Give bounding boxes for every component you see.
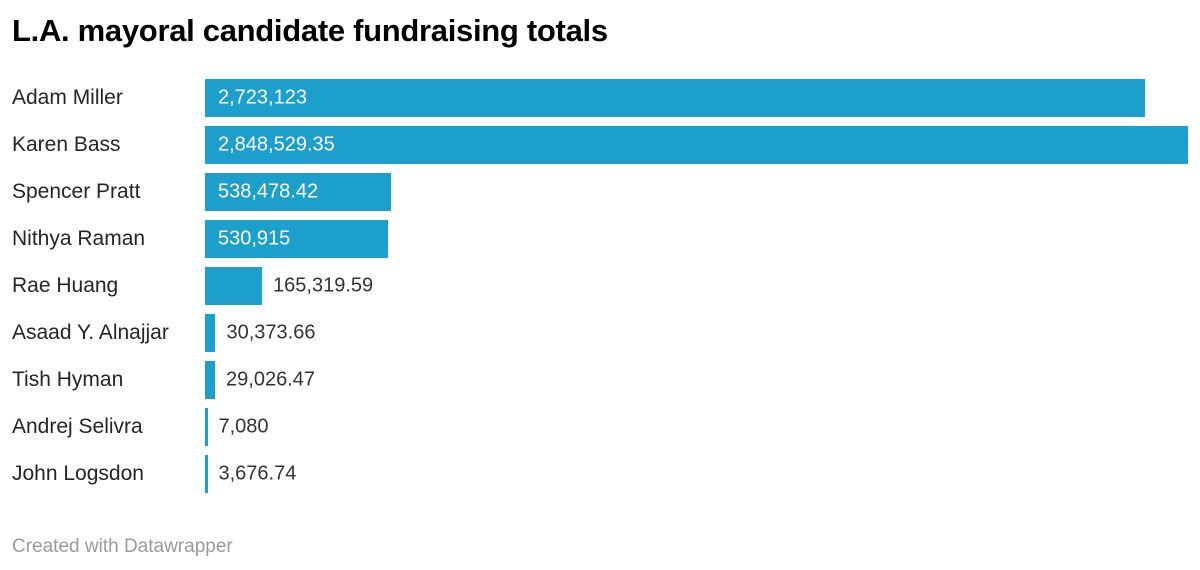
bar-chart-plot-area: Adam Miller 2,723,123 Karen Bass 2,848,5…: [12, 79, 1188, 502]
datawrapper-attribution-link[interactable]: Created with Datawrapper: [12, 536, 233, 557]
bar-track: 530,915: [205, 220, 1188, 258]
category-label: Asaad Y. Alnajjar: [12, 321, 169, 344]
chart-row: Karen Bass 2,848,529.35: [12, 126, 1188, 164]
bar: [205, 455, 208, 493]
bar-track: 2,723,123: [205, 79, 1188, 117]
bar-track: 30,373.66: [205, 314, 1188, 352]
category-label: Spencer Pratt: [12, 180, 141, 203]
category-label: Andrej Selivra: [12, 415, 143, 438]
category-label: Adam Miller: [12, 86, 123, 109]
bar-track: 165,319.59: [205, 267, 1188, 305]
chart-title: L.A. mayoral candidate fundraising total…: [12, 13, 608, 48]
bar: [205, 220, 389, 258]
value-label: 530,915: [218, 227, 291, 250]
category-label: Nithya Raman: [12, 227, 146, 250]
value-label: 165,319.59: [273, 274, 374, 297]
bar: [205, 173, 391, 211]
chart-row: Tish Hyman 29,026.47: [12, 361, 1188, 399]
chart-row: John Logsdon 3,676.74: [12, 455, 1188, 493]
chart-row: Adam Miller 2,723,123: [12, 79, 1188, 117]
value-label: 2,723,123: [218, 86, 307, 109]
category-label: Tish Hyman: [12, 368, 124, 391]
bar: [205, 361, 216, 399]
category-label: John Logsdon: [12, 462, 144, 485]
bar: [205, 79, 1145, 117]
value-label: 538,478.42: [218, 180, 319, 203]
bar-track: 7,080: [205, 408, 1188, 446]
value-label: 30,373.66: [226, 321, 316, 344]
bar: [205, 314, 216, 352]
chart-row: Rae Huang 165,319.59: [12, 267, 1188, 305]
bar: [205, 126, 1188, 164]
value-label: 7,080: [218, 415, 269, 438]
chart-row: Asaad Y. Alnajjar 30,373.66: [12, 314, 1188, 352]
bar-track: 29,026.47: [205, 361, 1188, 399]
chart-row: Spencer Pratt 538,478.42: [12, 173, 1188, 211]
chart-row: Nithya Raman 530,915: [12, 220, 1188, 258]
value-label: 3,676.74: [218, 462, 297, 485]
bar: [205, 267, 263, 305]
value-label: 29,026.47: [226, 368, 315, 391]
bar-track: 3,676.74: [205, 455, 1188, 493]
category-label: Karen Bass: [12, 133, 121, 156]
bar: [205, 408, 208, 446]
bar-track: 538,478.42: [205, 173, 1188, 211]
bar-track: 2,848,529.35: [205, 126, 1188, 164]
chart-row: Andrej Selivra 7,080: [12, 408, 1188, 446]
category-label: Rae Huang: [12, 274, 119, 297]
value-label: 2,848,529.35: [218, 133, 335, 156]
